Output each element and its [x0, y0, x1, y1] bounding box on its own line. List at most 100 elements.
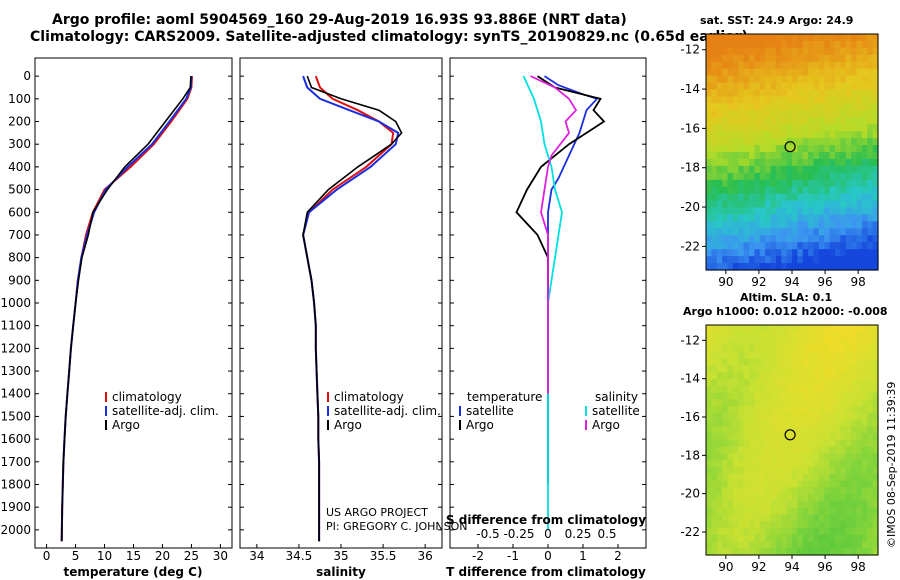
sla-map-cell	[845, 325, 852, 333]
sst-map-cell	[802, 145, 809, 153]
sla-map-cell	[813, 372, 820, 380]
sla-map-cell	[818, 419, 825, 428]
sla-map-cell	[872, 500, 879, 509]
sst-map-cell	[775, 200, 782, 209]
sst-map-cell	[781, 249, 788, 257]
sla-map-cell	[840, 352, 847, 360]
sst-map-cell	[824, 263, 831, 271]
sla-map-cell	[727, 345, 734, 353]
sla-map-cell	[711, 534, 718, 543]
depth-tick-label: 2000	[0, 523, 31, 537]
sla-map-cell	[802, 521, 809, 529]
sla-map-cell	[802, 446, 809, 455]
sst-map-cell	[727, 117, 734, 125]
sst-map-cell	[792, 172, 798, 181]
sst-map-cell	[727, 200, 734, 209]
sla-map-cell	[835, 541, 841, 549]
sla-map-cell	[872, 480, 879, 488]
sst-map-cell	[706, 47, 712, 56]
sla-map-cell	[856, 412, 863, 421]
sst-map-cell	[711, 54, 718, 63]
sst-map-cell	[813, 110, 820, 118]
sst-map-cell	[749, 186, 755, 195]
sla-map-cell	[722, 338, 729, 346]
sla-map-cell	[851, 453, 858, 461]
sst-map-cell	[808, 68, 815, 77]
sla-map-cell	[786, 548, 793, 556]
sla-map-cell	[711, 352, 718, 360]
sla-map-cell	[824, 494, 831, 502]
sla-map-cell	[759, 514, 766, 522]
sla-map-cell	[743, 372, 750, 380]
sst-map-cell	[732, 172, 739, 181]
sla-map-cell	[781, 487, 788, 495]
sst-map-cell	[706, 165, 712, 174]
sla-map-cell	[706, 500, 712, 509]
sla-map-cell	[851, 399, 858, 407]
sst-map-cell	[722, 124, 729, 132]
sla-map-cell	[867, 352, 874, 360]
sst-map-cell	[738, 228, 745, 236]
sst-map-cell	[851, 75, 858, 84]
sla-map-cell	[711, 500, 718, 509]
sst-map-cell	[732, 145, 739, 153]
sst-map-cell	[808, 193, 815, 202]
sst-map-cell	[824, 249, 831, 257]
sla-map-cell	[711, 446, 718, 455]
sst-map-cell	[829, 207, 836, 215]
sst-map-cell	[781, 193, 788, 202]
sst-map-cell	[738, 75, 745, 84]
sla-map-cell	[808, 494, 815, 502]
sst-map-cell	[706, 214, 712, 222]
sst-map-cell	[845, 89, 852, 97]
sst-map-cell	[867, 235, 874, 243]
sst-map-cell	[716, 75, 723, 84]
sla-map-cell	[845, 453, 852, 461]
sla-map-cell	[749, 480, 755, 488]
sst-map-cell	[829, 158, 836, 167]
sst-map-cell	[722, 263, 729, 271]
sla-map-cell	[781, 548, 788, 556]
sst-map-cell	[759, 82, 766, 91]
sla-map-cell	[759, 352, 766, 360]
sst-map-cell	[738, 158, 745, 167]
sla-map-cell	[867, 521, 874, 529]
sst-map-cell	[792, 138, 798, 146]
sla-map-cell	[856, 352, 863, 360]
sla-map-cell	[706, 460, 712, 468]
sst-map-cell	[840, 47, 847, 56]
sst-map-cell	[845, 221, 852, 229]
sst-map-cell	[770, 158, 777, 167]
sla-map-cell	[861, 473, 868, 482]
sst-map-cell	[797, 124, 804, 132]
sst-map-cell	[867, 82, 874, 91]
sla-map-cell	[824, 548, 831, 556]
sla-map-cell	[775, 426, 782, 434]
sst-map-cell	[738, 207, 745, 215]
sst-map-cell	[802, 179, 809, 188]
salinity-difference-tick: -0.25	[503, 527, 534, 541]
sst-map-cell	[861, 158, 868, 167]
sst-map-cell	[775, 165, 782, 174]
sla-map-cell	[867, 372, 874, 380]
sst-map-cell	[824, 61, 831, 70]
temperature-series-0	[60, 76, 193, 542]
sla-map-cell	[722, 426, 729, 434]
sla-map-cell	[732, 527, 739, 536]
sla-map-cell	[775, 372, 782, 380]
sla-map-cell	[786, 527, 793, 536]
sst-map-cell	[786, 117, 793, 125]
sst-map-cell	[845, 117, 852, 125]
sst-map-cell	[743, 75, 750, 84]
sst-map-cell	[716, 256, 723, 264]
sst-map-cell	[759, 179, 766, 188]
sst-map-cell	[738, 152, 745, 160]
sst-map-cell	[797, 61, 804, 70]
sla-map-cell	[754, 521, 761, 529]
sst-map-cell	[872, 145, 879, 153]
sla-map-cell	[759, 548, 766, 556]
sst-map-cell	[802, 165, 809, 174]
sst-map-cell	[808, 47, 815, 56]
sla-map-cell	[829, 467, 836, 475]
sla-map-cell	[818, 433, 825, 441]
